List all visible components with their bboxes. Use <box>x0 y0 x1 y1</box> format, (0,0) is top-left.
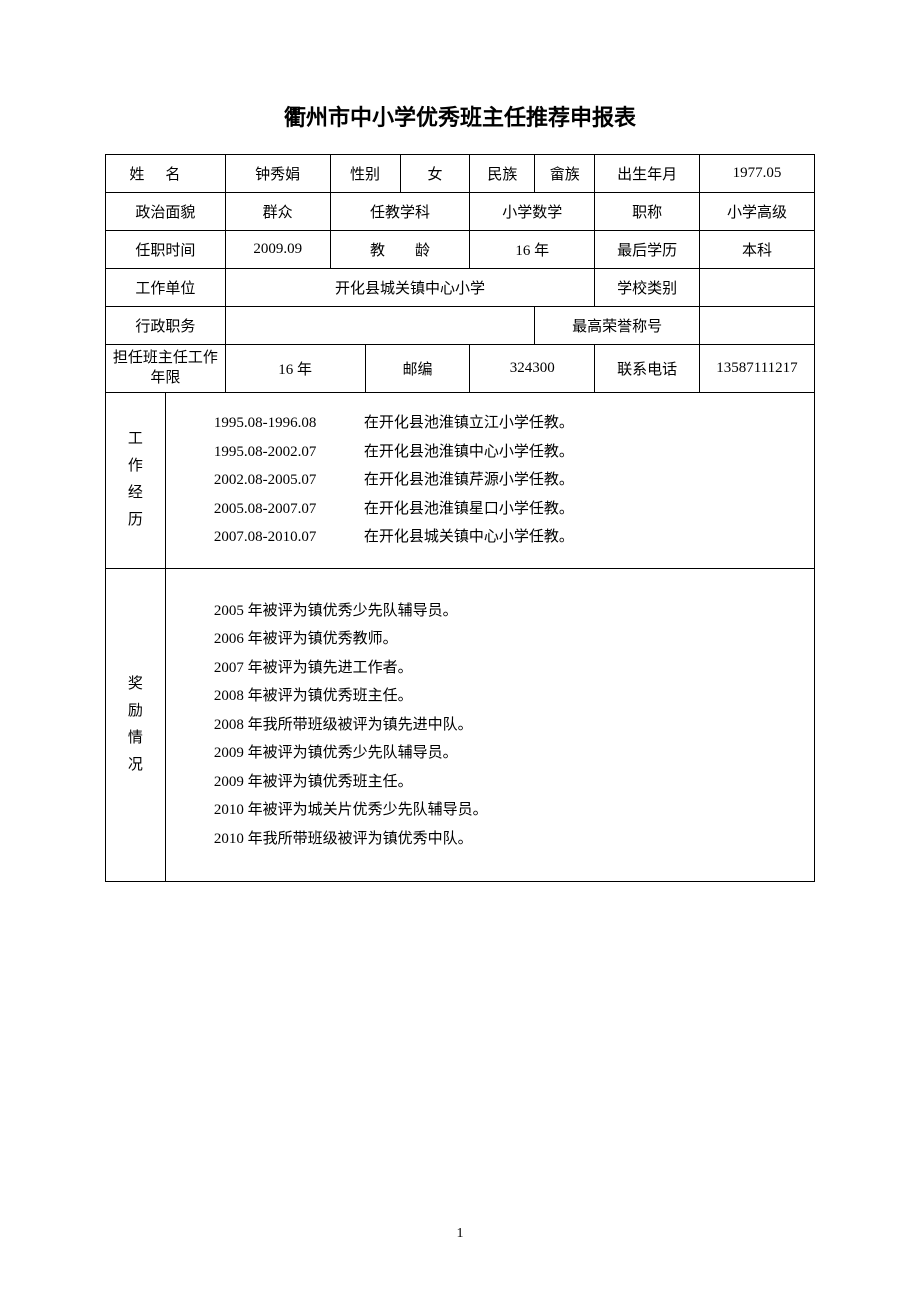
row-politics: 政治面貌 群众 任教学科 小学数学 职称 小学高级 <box>106 193 815 231</box>
value-teach-age: 16 年 <box>470 231 595 269</box>
value-years: 16 年 <box>225 345 365 393</box>
row-admin: 行政职务 最高荣誉称号 <box>106 307 815 345</box>
value-gender: 女 <box>400 155 470 193</box>
row-unit: 工作单位 开化县城关镇中心小学 学校类别 <box>106 269 815 307</box>
value-title: 小学高级 <box>699 193 814 231</box>
row-awards: 奖励情况 2005 年被评为镇优秀少先队辅导员。2006 年被评为镇优秀教师。2… <box>106 568 815 882</box>
value-phone: 13587111217 <box>699 345 814 393</box>
label-start: 任职时间 <box>106 231 226 269</box>
value-politics: 群众 <box>225 193 330 231</box>
value-birth: 1977.05 <box>699 155 814 193</box>
label-edu: 最后学历 <box>595 231 700 269</box>
value-zip: 324300 <box>470 345 595 393</box>
label-politics: 政治面貌 <box>106 193 226 231</box>
label-title: 职称 <box>595 193 700 231</box>
label-phone: 联系电话 <box>595 345 700 393</box>
label-subject: 任教学科 <box>330 193 470 231</box>
row-work-history: 工作经历 1995.08-1996.08在开化县池淮镇立江小学任教。1995.0… <box>106 393 815 569</box>
label-gender: 性别 <box>330 155 400 193</box>
row-name: 姓名 钟秀娟 性别 女 民族 畲族 出生年月 1977.05 <box>106 155 815 193</box>
application-form-table: 姓名 钟秀娟 性别 女 民族 畲族 出生年月 1977.05 政治面貌 群众 任… <box>105 154 815 882</box>
value-nation: 畲族 <box>535 155 595 193</box>
value-work-history: 1995.08-1996.08在开化县池淮镇立江小学任教。1995.08-200… <box>165 393 814 569</box>
label-years: 担任班主任工作年限 <box>106 345 226 393</box>
row-start: 任职时间 2009.09 教 龄 16 年 最后学历 本科 <box>106 231 815 269</box>
label-nation: 民族 <box>470 155 535 193</box>
value-admin <box>225 307 535 345</box>
document-title: 衢州市中小学优秀班主任推荐申报表 <box>105 100 815 132</box>
label-teach-age: 教 龄 <box>330 231 470 269</box>
label-zip: 邮编 <box>365 345 470 393</box>
value-edu: 本科 <box>699 231 814 269</box>
row-years: 担任班主任工作年限 16 年 邮编 324300 联系电话 1358711121… <box>106 345 815 393</box>
value-name: 钟秀娟 <box>225 155 330 193</box>
label-school-type: 学校类别 <box>595 269 700 307</box>
value-subject: 小学数学 <box>470 193 595 231</box>
label-awards: 奖励情况 <box>106 568 166 882</box>
label-honor: 最高荣誉称号 <box>535 307 700 345</box>
label-unit: 工作单位 <box>106 269 226 307</box>
value-honor <box>699 307 814 345</box>
label-name: 姓名 <box>106 155 226 193</box>
label-admin: 行政职务 <box>106 307 226 345</box>
label-birth: 出生年月 <box>595 155 700 193</box>
page-number: 1 <box>0 1226 920 1242</box>
value-start: 2009.09 <box>225 231 330 269</box>
value-school-type <box>699 269 814 307</box>
label-work-history: 工作经历 <box>106 393 166 569</box>
value-awards: 2005 年被评为镇优秀少先队辅导员。2006 年被评为镇优秀教师。2007 年… <box>165 568 814 882</box>
value-unit: 开化县城关镇中心小学 <box>225 269 594 307</box>
